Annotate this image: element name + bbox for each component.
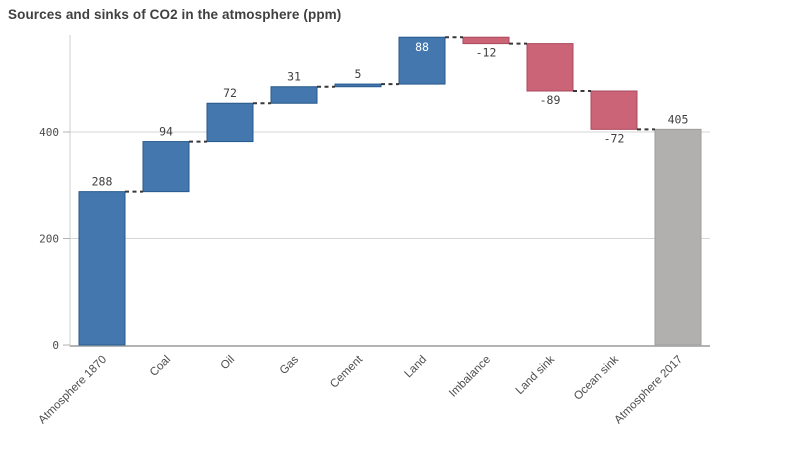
- value-label-atmosphere-2017: 405: [668, 112, 689, 126]
- y-tick-label-0: 0: [52, 339, 59, 352]
- bar-land-sink[interactable]: [526, 43, 574, 92]
- x-axis-label-cement[interactable]: Cement: [328, 353, 366, 391]
- value-label-ocean-sink: -72: [604, 131, 625, 145]
- x-axis-label-coal[interactable]: Coal: [148, 354, 173, 379]
- value-label-atmosphere-1870: 288: [92, 175, 113, 189]
- y-tick-label-400: 400: [39, 126, 59, 139]
- value-label-imbalance: -12: [476, 46, 497, 60]
- value-label-gas: 31: [287, 70, 301, 84]
- x-axis-label-oil[interactable]: Oil: [219, 354, 237, 372]
- x-axis-label-ocean-sink[interactable]: Ocean sink: [572, 353, 621, 402]
- x-axis-label-imbalance[interactable]: Imbalance: [447, 354, 493, 400]
- bar-land[interactable]: [398, 36, 446, 85]
- value-label-coal: 94: [159, 125, 173, 139]
- value-label-land-sink: -89: [540, 93, 561, 107]
- bar-coal[interactable]: [142, 141, 190, 193]
- x-axis-label-gas[interactable]: Gas: [278, 353, 302, 377]
- x-axis-label-atmosphere-1870[interactable]: Atmosphere 1870: [36, 354, 109, 427]
- chart-title: Sources and sinks of CO2 in the atmosphe…: [8, 7, 342, 22]
- bar-ocean-sink[interactable]: [590, 90, 638, 130]
- bar-oil[interactable]: [206, 102, 254, 143]
- value-label-land: 88: [415, 40, 429, 54]
- bar-atmosphere-1870[interactable]: [78, 191, 126, 346]
- bar-imbalance[interactable]: [462, 36, 510, 45]
- x-axis-label-land[interactable]: Land: [403, 354, 430, 381]
- value-label-cement: 5: [355, 67, 362, 81]
- bar-atmosphere-2017[interactable]: [654, 128, 702, 346]
- x-axis-label-land-sink[interactable]: Land sink: [514, 353, 557, 396]
- bar-gas[interactable]: [270, 86, 318, 104]
- x-axis-label-atmosphere-2017[interactable]: Atmosphere 2017: [612, 354, 685, 427]
- bar-cement[interactable]: [334, 83, 382, 88]
- value-label-oil: 72: [223, 86, 237, 100]
- y-tick-label-200: 200: [39, 233, 59, 246]
